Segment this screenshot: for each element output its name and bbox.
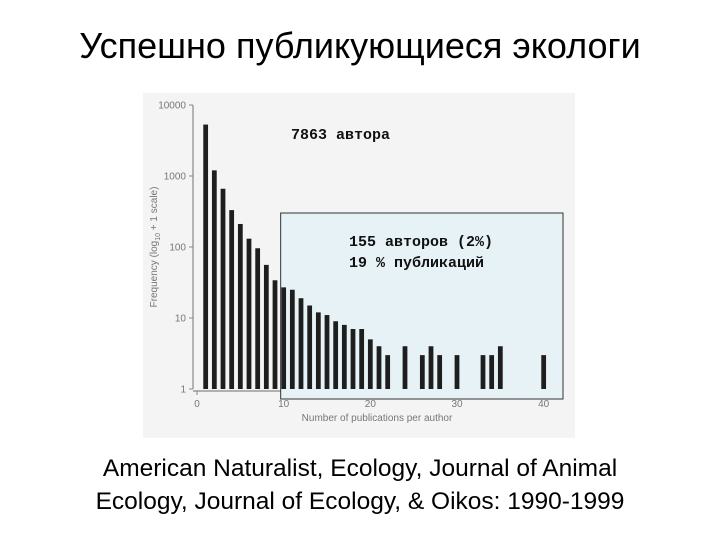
- histogram-chart: 1 10 100 1000 10000 0 10 20 30 40 7863 автора 155…: [149, 101, 564, 424]
- source-caption: American Naturalist, Ecology, Journal of…: [0, 452, 720, 518]
- x-tick-label: 20: [365, 399, 377, 410]
- histogram-bar: [437, 355, 443, 389]
- histogram-bar: [367, 339, 373, 389]
- y-tick-label: 100: [169, 243, 186, 254]
- histogram-bar: [497, 346, 503, 389]
- y-tick-label: 1: [180, 385, 186, 396]
- histogram-bar: [307, 305, 313, 389]
- histogram-bar: [203, 124, 209, 390]
- histogram-bar: [341, 324, 347, 389]
- histogram-bar: [211, 170, 217, 389]
- histogram-bar: [255, 248, 261, 389]
- histogram-bar: [237, 223, 243, 389]
- x-tick-label: 0: [194, 399, 200, 410]
- histogram-bar: [246, 238, 252, 389]
- top-authors-share-annotation: 19 % публикаций: [349, 255, 484, 272]
- histogram-bar: [263, 264, 269, 389]
- histogram-bar: [480, 355, 486, 389]
- histogram-bar: [454, 355, 460, 389]
- x-tick-label: 30: [451, 399, 463, 410]
- y-axis-label-tail: + 1 scale): [149, 187, 160, 233]
- histogram-bar: [272, 280, 278, 389]
- x-tick-label: 10: [278, 399, 290, 410]
- y-tick-label: 10: [175, 314, 187, 325]
- histogram-bar: [281, 287, 287, 389]
- total-authors-annotation: 7863 автора: [291, 127, 390, 144]
- histogram-figure: 1 10 100 1000 10000 0 10 20 30 40 7863 автора 155…: [143, 93, 575, 438]
- y-tick-label: 1000: [164, 172, 187, 183]
- caption-line-1: American Naturalist, Ecology, Journal of…: [102, 455, 618, 482]
- histogram-bar: [541, 355, 547, 389]
- histogram-bar: [385, 355, 391, 389]
- histogram-bar: [315, 312, 321, 389]
- histogram-bar: [289, 289, 295, 389]
- histogram-bar: [359, 328, 365, 389]
- x-axis-label: Number of publications per author: [302, 413, 453, 424]
- histogram-bar: [402, 346, 408, 389]
- histogram-bar: [220, 188, 226, 389]
- histogram-bar: [350, 328, 356, 389]
- histogram-bar: [419, 355, 425, 389]
- slide-title: Успешно публикующиеся экологи: [79, 25, 641, 66]
- x-tick-label: 40: [538, 399, 550, 410]
- y-tick-label: 10000: [158, 101, 186, 112]
- y-axis-label-main: Frequency (log: [149, 241, 160, 308]
- histogram-bar: [333, 321, 339, 389]
- histogram-bar: [229, 210, 235, 389]
- histogram-bar: [376, 346, 382, 389]
- y-axis-label: Frequency (log10 + 1 scale): [149, 187, 162, 308]
- histogram-bar: [428, 346, 434, 389]
- histogram-bar: [489, 355, 495, 389]
- y-axis-label-subscript: 10: [155, 233, 162, 241]
- histogram-bar: [298, 298, 304, 389]
- histogram-bar: [324, 315, 330, 389]
- caption-line-2: Ecology, Journal of Ecology, & Oikos: 19…: [95, 488, 625, 515]
- top-authors-count-annotation: 155 авторов (2%): [349, 234, 493, 251]
